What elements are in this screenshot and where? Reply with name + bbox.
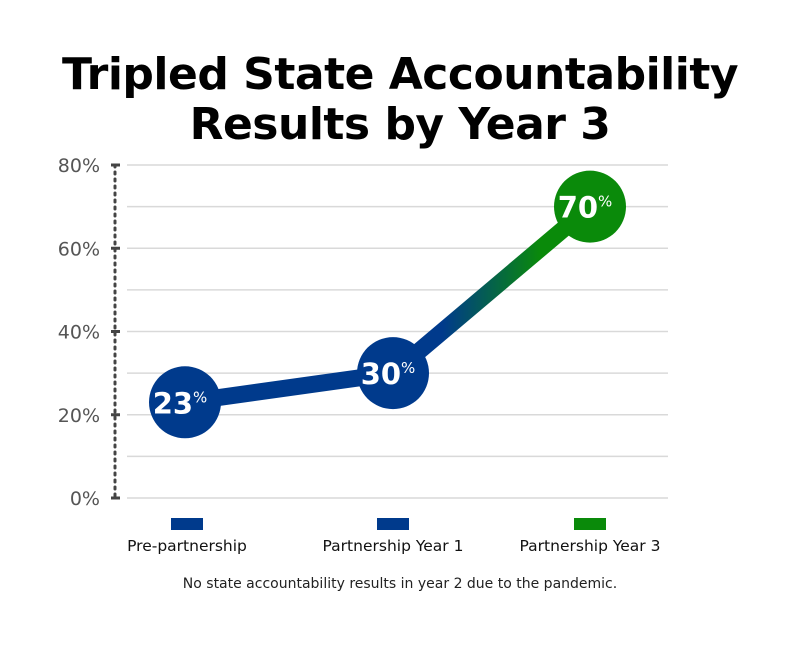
data-point — [554, 170, 626, 243]
legend-swatch — [171, 518, 203, 530]
legend-label: Partnership Year 1 — [323, 537, 464, 555]
footnote: No state accountability results in year … — [182, 576, 618, 592]
data-point — [149, 366, 221, 439]
legend-swatch — [377, 518, 409, 530]
series-line-segment — [384, 198, 599, 382]
y-tick-label: 80% — [58, 155, 100, 177]
legend-swatch — [574, 518, 606, 530]
chart-title-line-2: Results by Year 3 — [189, 99, 611, 150]
chart-title-line-1: Tripled State Accountability — [61, 49, 739, 100]
data-point — [357, 337, 429, 410]
y-tick-label: 20% — [58, 405, 100, 427]
data-label: 23% — [153, 386, 208, 420]
y-tick-label: 60% — [58, 238, 100, 260]
y-tick-label: 40% — [58, 322, 100, 344]
legend-label: Pre-partnership — [127, 537, 247, 555]
y-tick-label: 0% — [70, 488, 100, 510]
chart-title: Tripled State Accountability Results by … — [0, 50, 800, 150]
data-label: 70% — [558, 191, 613, 225]
data-label: 30% — [361, 357, 416, 391]
legend-label: Partnership Year 3 — [520, 537, 661, 555]
